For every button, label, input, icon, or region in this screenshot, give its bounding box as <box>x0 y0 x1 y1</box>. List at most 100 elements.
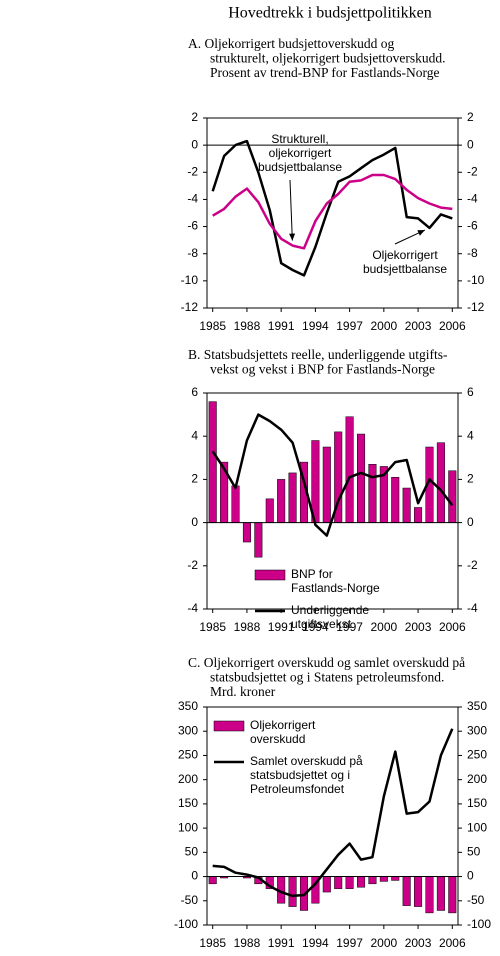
y2-tick-label: 100 <box>467 820 487 834</box>
bar <box>231 485 240 523</box>
bar <box>391 876 400 881</box>
bar <box>414 507 423 523</box>
y2-tick-label: -50 <box>467 893 485 907</box>
x-tick-label: 1991 <box>268 319 295 333</box>
y-tick-label: -4 <box>187 192 198 206</box>
bar <box>425 876 434 914</box>
x-tick-label: 1994 <box>302 936 329 950</box>
y2-tick-label: -4 <box>467 601 478 615</box>
y2-tick-label: -4 <box>467 192 478 206</box>
y2-tick-label: 0 <box>467 137 474 151</box>
x-tick-label: 1997 <box>336 936 363 950</box>
y-tick-label: 300 <box>178 723 198 737</box>
bar <box>379 876 388 882</box>
bar <box>436 876 445 911</box>
x-tick-label: 2003 <box>405 620 432 634</box>
y2-tick-label: -8 <box>467 246 478 260</box>
chart-title: Prosent av trend-BNP for Fastlands-Norge <box>210 65 439 80</box>
legend-swatch <box>213 720 245 732</box>
y-tick-label: -6 <box>187 219 198 233</box>
y-tick-label: -12 <box>181 300 199 314</box>
line <box>212 173 453 250</box>
y-tick-label: 250 <box>178 748 198 762</box>
y2-tick-label: 6 <box>467 385 474 399</box>
y-tick-label: 0 <box>191 137 198 151</box>
bar <box>208 876 217 885</box>
annotation: Oljekorrigert budsjettbalanse <box>363 248 447 276</box>
chart-title: B. Statsbudsjettets reelle, underliggend… <box>188 347 448 362</box>
y-tick-label: -50 <box>181 893 199 907</box>
y2-tick-label: -2 <box>467 164 478 178</box>
bar <box>448 876 457 914</box>
plot-frame <box>206 392 459 610</box>
chart-title: strukturelt, oljekorrigert budsjettovers… <box>210 51 445 66</box>
x-tick-label: 2006 <box>439 620 466 634</box>
x-tick-label: 2006 <box>439 319 466 333</box>
bar <box>288 472 297 523</box>
bar <box>368 876 377 885</box>
x-tick-label: 2003 <box>405 319 432 333</box>
y2-tick-label: 150 <box>467 796 487 810</box>
bar <box>322 876 331 893</box>
y-tick-label: -8 <box>187 246 198 260</box>
chart-title: statsbudsjettet og i Statens petroleumsf… <box>210 670 444 685</box>
bar <box>265 498 274 523</box>
y2-tick-label: 250 <box>467 748 487 762</box>
x-tick-label: 2000 <box>370 319 397 333</box>
annotation-arrow <box>289 179 293 241</box>
y2-tick-label: 2 <box>467 110 474 124</box>
x-tick-label: 2000 <box>370 620 397 634</box>
bar <box>368 464 377 523</box>
line <box>211 413 454 537</box>
y-tick-label: 4 <box>191 428 198 442</box>
y2-tick-label: 4 <box>467 428 474 442</box>
x-tick-label: 1991 <box>268 620 295 634</box>
bar <box>414 876 423 907</box>
y-tick-label: 200 <box>178 772 198 786</box>
y2-tick-label: -2 <box>467 558 478 572</box>
chart-title: vekst og vekst i BNP for Fastlands-Norge <box>210 362 435 377</box>
bar <box>402 487 411 523</box>
x-tick-label: 1988 <box>234 319 261 333</box>
x-tick-label: 1985 <box>199 620 226 634</box>
x-tick-label: 1985 <box>199 319 226 333</box>
line <box>212 728 454 898</box>
bar <box>402 876 411 906</box>
legend-label: BNP for Fastlands-Norge <box>291 567 380 595</box>
y2-tick-label: 50 <box>467 845 481 859</box>
y-tick-label: 350 <box>178 699 198 713</box>
bar <box>391 476 400 523</box>
y2-tick-label: 0 <box>467 515 474 529</box>
x-tick-label: 1991 <box>268 936 295 950</box>
chart-title: Mrd. kroner <box>210 684 276 699</box>
bar <box>322 446 331 523</box>
arrow-head <box>289 233 296 241</box>
x-tick-label: 1997 <box>336 620 363 634</box>
legend-label: Oljekorrigert overskudd <box>250 718 316 746</box>
bar <box>436 442 445 523</box>
bar <box>242 522 251 543</box>
y-tick-label: -2 <box>187 164 198 178</box>
y-tick-label: 100 <box>178 820 198 834</box>
y2-tick-label: 200 <box>467 772 487 786</box>
x-tick-label: 1988 <box>234 936 261 950</box>
x-tick-label: 2000 <box>370 936 397 950</box>
plot-frame <box>206 706 459 926</box>
y2-tick-label: 2 <box>467 472 474 486</box>
legend-swatch <box>254 569 286 581</box>
y2-tick-label: -6 <box>467 219 478 233</box>
y-tick-label: 2 <box>191 472 198 486</box>
bar <box>334 876 343 889</box>
x-tick-label: 1985 <box>199 936 226 950</box>
y2-tick-label: 350 <box>467 699 487 713</box>
y2-tick-label: 300 <box>467 723 487 737</box>
x-tick-label: 1997 <box>336 319 363 333</box>
x-tick-label: 2006 <box>439 936 466 950</box>
y-tick-label: -10 <box>181 273 199 287</box>
bar <box>448 470 457 523</box>
bar <box>277 479 286 523</box>
y-tick-label: 2 <box>191 110 198 124</box>
y2-tick-label: -100 <box>467 917 491 931</box>
